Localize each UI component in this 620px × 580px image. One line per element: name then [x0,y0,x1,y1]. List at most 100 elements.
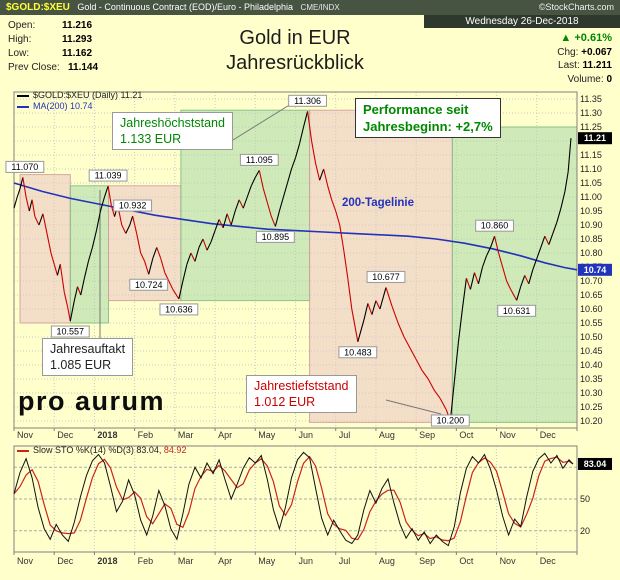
svg-text:50: 50 [580,494,590,504]
svg-text:Dec: Dec [540,430,557,440]
prev-close-value: 11.144 [68,62,99,73]
header-bar: ©StockCharts.com $GOLD:$XEU Gold - Conti… [0,0,620,15]
last-label: Last: [558,60,580,71]
sto-grid [14,446,577,552]
legend-price: $GOLD:$XEU (Daily) 11.21 [17,90,142,100]
svg-text:May: May [258,556,276,566]
low-label: Low: [8,48,30,59]
quote-summary: Open: 11.216 High: 11.293 Low: 11.162 Prev … [8,19,98,75]
ma-line [13,182,578,271]
svg-text:10.631: 10.631 [503,306,531,316]
sto-k-line [13,451,574,547]
legend-sto: Slow STO %K(14) %D(3) 83.04, 84.92 [17,445,186,455]
svg-text:11.10: 11.10 [580,164,602,174]
annotation-year-start: Jahresauftakt 1.085 EUR [42,338,134,376]
price-line [13,111,572,422]
svg-text:Nov: Nov [17,556,34,566]
svg-text:10.677: 10.677 [372,272,400,282]
trend-zones [19,109,578,423]
performance-text: Performance seit [363,102,469,117]
year-start-text: Jahresauftakt [50,342,126,356]
svg-text:Dec: Dec [57,430,74,440]
annotation-ma-label: 200-Tagelinie [342,197,415,209]
up-arrow-icon: ▲ [560,32,572,44]
svg-text:10.200: 10.200 [437,416,465,426]
svg-text:10.80: 10.80 [580,248,603,258]
copyright-label: ©StockCharts.com [538,2,614,12]
svg-text:10.90: 10.90 [580,220,603,230]
annotation-year-high: Jahreshöchststand 1.133 EUR [112,112,233,150]
svg-text:10.895: 10.895 [262,232,290,242]
year-high-text: Jahreshöchststand [120,116,225,130]
quote-change-summary: ▲ +0.61% Chg: +0.067 Last: 11.211 Volume… [557,32,612,86]
exchange-label: CME/INDX [300,3,340,12]
svg-text:10.55: 10.55 [580,318,603,328]
svg-text:Jun: Jun [299,430,314,440]
page-title: Gold in EUR Jahresrückblick [170,26,420,76]
volume-label: Volume: [567,73,604,85]
main-price-chart: 11.070 10.557 11.039 10.932 10.724 10.636 11.0… [5,91,612,440]
svg-text:10.557: 10.557 [57,327,85,337]
sto-k-value: 83.04, [136,445,162,455]
svg-text:10.25: 10.25 [580,402,603,412]
svg-text:10.50: 10.50 [580,332,603,342]
last-value: 11.211 [582,60,612,71]
svg-text:10.65: 10.65 [580,290,603,300]
chg-value: +0.067 [581,46,612,58]
svg-text:Jul: Jul [339,430,351,440]
svg-text:11.00: 11.00 [580,192,602,202]
quote-prev-close-row: Prev Close: 11.144 [8,61,98,75]
prev-close-label: Prev Close: [8,62,60,73]
svg-text:Nov: Nov [500,556,517,566]
ma-line-swatch-icon [17,105,29,108]
svg-text:10.35: 10.35 [580,374,603,384]
svg-text:2018: 2018 [97,556,117,566]
svg-text:83.04: 83.04 [584,459,607,469]
sto-d-line [13,455,574,542]
svg-text:Nov: Nov [17,430,34,440]
svg-text:10.30: 10.30 [580,388,603,398]
svg-text:10.45: 10.45 [580,346,603,356]
svg-text:11.070: 11.070 [11,162,38,172]
title-line2: Jahresrückblick [226,52,364,74]
svg-text:10.860: 10.860 [481,221,509,231]
annotation-year-low: Jahrestiefststand 1.012 EUR [246,375,357,413]
sto-line-swatch-icon [17,449,29,452]
chg-row: Chg: +0.067 [557,46,612,60]
open-value: 11.216 [62,20,93,31]
svg-text:Aug: Aug [379,430,395,440]
svg-text:Sep: Sep [419,556,435,566]
svg-text:10.70: 10.70 [580,276,603,286]
svg-text:Dec: Dec [540,556,557,566]
quote-high-row: High: 11.293 [8,33,92,47]
high-label: High: [8,34,32,45]
svg-text:10.20: 10.20 [580,416,603,426]
svg-text:11.30: 11.30 [580,108,602,118]
svg-text:11.095: 11.095 [246,155,273,165]
date-banner: Wednesday 26-Dec-2018 [424,15,620,28]
legend-ma: MA(200) 10.74 [17,101,93,111]
legend-ma-text: MA(200) 10.74 [33,101,93,111]
svg-text:Jul: Jul [339,556,351,566]
legend-sto-text: Slow STO %K(14) %D(3) [33,445,134,455]
main-x-axis: Nov Dec 2018 Feb Mar Apr May Jun Jul Aug Sep Oct Nov… [13,428,578,440]
svg-text:Jun: Jun [299,556,314,566]
title-line1: Gold in EUR [239,27,351,49]
svg-text:10.95: 10.95 [580,206,603,216]
svg-text:10.40: 10.40 [580,360,603,370]
ma-value-tag: 10.74 [578,263,612,276]
svg-text:Feb: Feb [138,556,154,566]
pct-change-value: +0.61% [574,32,612,44]
sto-value-tag: 83.04 [578,457,612,470]
annotation-performance: Performance seit Jahresbeginn: +2,7% [355,98,501,138]
svg-text:11.35: 11.35 [580,94,602,104]
svg-text:Oct: Oct [459,556,474,566]
svg-text:2018: 2018 [97,430,117,440]
svg-text:11.15: 11.15 [580,150,602,160]
svg-text:Apr: Apr [218,556,232,566]
ticker-symbol: $GOLD:$XEU [6,2,70,13]
year-low-text: Jahrestiefststand [254,379,349,393]
sto-d-value: 84.92 [163,445,187,455]
svg-text:Dec: Dec [57,556,74,566]
